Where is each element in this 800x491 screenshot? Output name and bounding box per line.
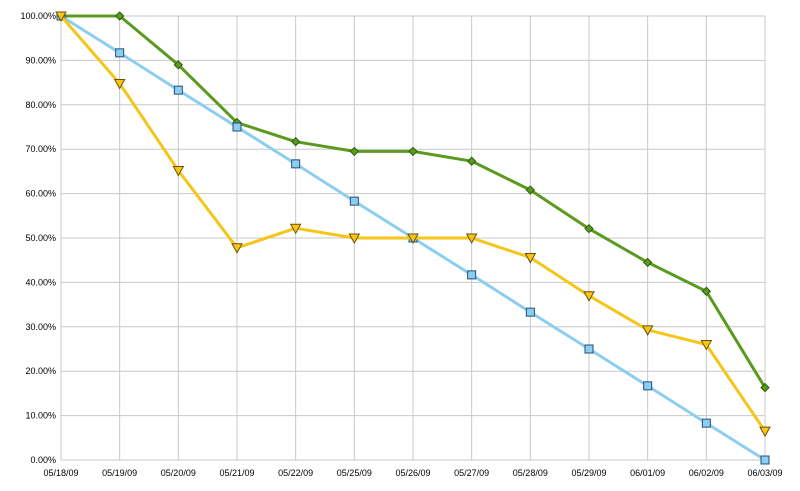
- y-axis-ticks: 0.00% 10.00% 20.00% 30.00% 40.00% 50.00% 60.00…: [20, 11, 56, 465]
- data-point: [760, 382, 770, 393]
- y-tick-label: 0.00%: [30, 455, 56, 465]
- x-tick-label: 05/28/09: [513, 468, 548, 478]
- x-tick-label: 05/20/09: [161, 468, 196, 478]
- data-point: [701, 286, 712, 296]
- data-point: [349, 196, 359, 206]
- data-point: [701, 418, 711, 428]
- y-tick-label: 10.00%: [25, 411, 56, 421]
- y-tick-label: 100.00%: [20, 11, 56, 21]
- x-tick-label: 05/26/09: [395, 468, 430, 478]
- data-point: [408, 146, 418, 157]
- x-tick-label: 05/21/09: [219, 468, 254, 478]
- data-point: [760, 455, 770, 465]
- data-point: [407, 233, 419, 245]
- data-point: [524, 253, 537, 264]
- data-point: [466, 156, 477, 166]
- y-tick-label: 20.00%: [25, 366, 56, 376]
- y-tick-label: 90.00%: [25, 55, 56, 65]
- data-point: [113, 78, 126, 90]
- data-point: [584, 344, 594, 354]
- data-point: [467, 270, 477, 280]
- series-lines: [55, 11, 771, 465]
- y-tick-label: 80.00%: [25, 100, 56, 110]
- data-point: [700, 340, 713, 351]
- data-point: [641, 325, 654, 336]
- x-tick-label: 05/29/09: [571, 468, 606, 478]
- data-point: [525, 185, 536, 195]
- data-point: [349, 146, 360, 157]
- x-tick-label: 05/18/09: [43, 468, 78, 478]
- y-tick-label: 70.00%: [25, 144, 56, 154]
- data-point: [172, 166, 185, 177]
- y-tick-label: 60.00%: [25, 189, 56, 199]
- y-tick-label: 30.00%: [25, 322, 56, 332]
- y-tick-label: 40.00%: [25, 277, 56, 287]
- series-triangle-down: [55, 11, 771, 438]
- data-point: [525, 307, 535, 317]
- x-axis-ticks: 05/18/09 05/19/09 05/20/09 05/21/09 05/22/09…: [43, 468, 782, 478]
- x-tick-label: 05/25/09: [337, 468, 372, 478]
- data-point: [289, 223, 302, 235]
- data-point: [759, 426, 771, 438]
- x-tick-label: 05/27/09: [454, 468, 489, 478]
- series-diamond: [56, 11, 770, 393]
- data-point: [173, 85, 183, 95]
- y-tick-label: 50.00%: [25, 233, 56, 243]
- data-point: [583, 291, 595, 302]
- data-point: [231, 243, 243, 254]
- data-point: [290, 136, 301, 147]
- x-tick-label: 06/01/09: [630, 468, 665, 478]
- data-point: [115, 48, 125, 58]
- x-tick-label: 05/22/09: [278, 468, 313, 478]
- x-tick-label: 05/19/09: [102, 468, 137, 478]
- x-tick-label: 06/03/09: [747, 468, 782, 478]
- data-point: [232, 122, 242, 132]
- data-point: [348, 233, 361, 245]
- data-point: [465, 233, 478, 245]
- data-point: [114, 11, 125, 21]
- data-point: [173, 60, 184, 70]
- data-point: [291, 159, 301, 169]
- x-tick-label: 06/02/09: [689, 468, 724, 478]
- data-point: [584, 223, 594, 234]
- data-point: [642, 257, 653, 268]
- data-point: [643, 381, 653, 391]
- data-point: [55, 11, 67, 23]
